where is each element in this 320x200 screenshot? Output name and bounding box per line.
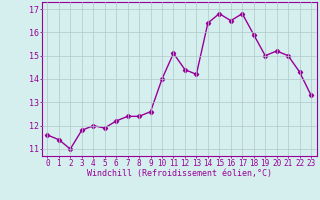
X-axis label: Windchill (Refroidissement éolien,°C): Windchill (Refroidissement éolien,°C) [87,169,272,178]
